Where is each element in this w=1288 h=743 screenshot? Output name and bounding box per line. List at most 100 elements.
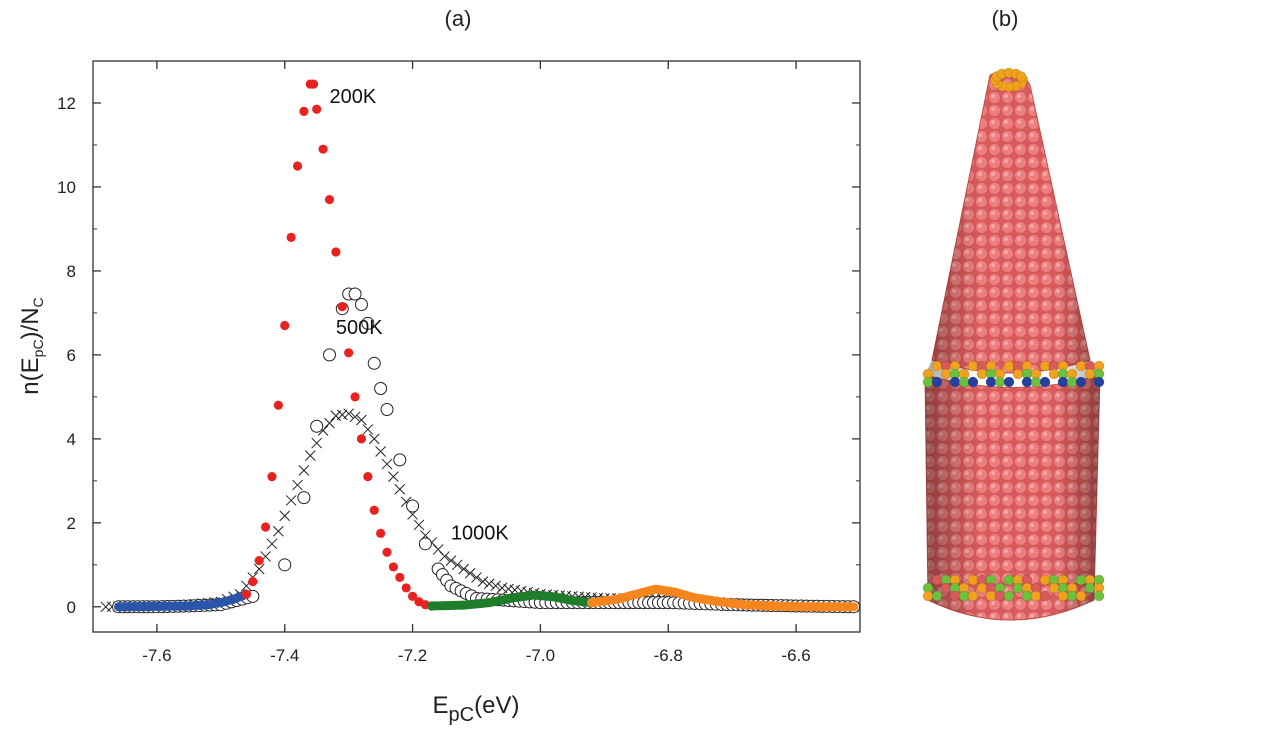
data-point-200k <box>273 400 283 410</box>
defect-atom <box>967 376 979 388</box>
data-point-1000k <box>471 572 482 583</box>
defect-atom <box>1075 574 1087 586</box>
data-point-1000k <box>362 424 374 435</box>
defect-atom <box>922 590 934 602</box>
defect-atom <box>1039 376 1051 388</box>
data-point-200k <box>267 472 277 482</box>
data-point-1000k <box>266 538 278 550</box>
defect-atom <box>1030 376 1042 388</box>
defect-atom <box>1015 71 1027 82</box>
data-point-200k <box>363 472 373 482</box>
defect-atom <box>1084 368 1096 380</box>
series-500k <box>112 287 861 614</box>
data-point-500k <box>348 287 362 301</box>
defect-atom <box>967 360 979 372</box>
defect-atom <box>994 590 1006 602</box>
defect-atom <box>1003 574 1015 586</box>
defect-atom <box>1048 368 1060 380</box>
y-tick-label: 6 <box>67 346 76 365</box>
defect-atom <box>1039 574 1051 586</box>
data-point-200k <box>369 505 379 515</box>
data-point-1000k <box>324 417 335 429</box>
series-200k <box>113 79 859 612</box>
defect-atom <box>1039 590 1051 602</box>
y-tick-label: 12 <box>57 94 76 113</box>
data-point-500k <box>374 381 388 395</box>
defect-atom <box>1093 376 1105 388</box>
y-tick-label: 4 <box>67 430 76 449</box>
y-axis-title-sub2: C <box>30 297 46 307</box>
data-point-200k <box>260 522 271 532</box>
x-axis-title-main: E <box>433 692 449 719</box>
defect-atom <box>1066 376 1078 388</box>
data-point-200k <box>337 302 347 312</box>
defect-atom <box>985 590 997 602</box>
defect-atom <box>1066 590 1078 602</box>
defect-atom <box>976 582 988 594</box>
data-point-1000k <box>394 483 406 495</box>
defect-atom <box>958 376 970 388</box>
data-point-200k <box>350 392 360 402</box>
data-point-1000k <box>304 450 316 462</box>
data-point-1000k <box>336 409 348 421</box>
defect-atom <box>1093 590 1105 602</box>
x-tick-label: -7.6 <box>142 646 171 665</box>
y-tick-label: 10 <box>57 178 76 197</box>
series-annotation: 500K <box>336 317 383 339</box>
data-point-200k <box>292 161 303 171</box>
defect-atom <box>1048 582 1060 594</box>
defect-atom <box>1003 590 1015 602</box>
data-point-200k <box>331 247 341 257</box>
data-point-1000k <box>445 555 457 566</box>
defect-atom <box>1075 590 1087 602</box>
data-point-1000k <box>311 437 323 449</box>
data-point-500k <box>367 356 381 370</box>
data-point-1000k <box>490 580 502 592</box>
y-axis-title-sub1: pC <box>30 339 46 357</box>
y-axis-title-part1: n(E <box>17 357 44 394</box>
data-point-500k <box>418 537 432 551</box>
data-point-200k <box>407 591 418 601</box>
data-point-1000k <box>368 433 380 445</box>
scatter-plot-panel-a: -7.6 -7.4 -7.2 -7.0 -6.8 -6.6 0 2 4 6 8 10 12 200K 50… <box>57 60 861 665</box>
defect-atom <box>922 376 934 388</box>
data-point-1000k <box>464 567 476 579</box>
data-point-200k <box>382 547 392 557</box>
x-axis-title: EpC(eV) <box>433 692 520 726</box>
data-point-500k <box>361 316 375 330</box>
defect-atom <box>949 376 961 388</box>
series-annotation: 200K <box>329 86 376 108</box>
data-point-1000k <box>451 559 463 571</box>
data-point-500k <box>406 499 420 513</box>
data-point-200k <box>401 583 411 593</box>
defect-atom <box>931 574 943 586</box>
x-tick-label: -7.2 <box>398 646 427 665</box>
series-1000k <box>100 408 859 613</box>
defect-atom <box>1084 582 1096 594</box>
data-point-200k <box>286 232 296 242</box>
data-point-1000k <box>273 525 284 537</box>
defect-atom <box>994 376 1006 388</box>
data-point-200k <box>299 106 309 116</box>
defect-atom <box>1039 360 1051 372</box>
defect-atom <box>967 590 979 602</box>
data-point-200k <box>241 589 251 599</box>
data-point-1000k <box>439 551 450 562</box>
defect-atom <box>1057 590 1069 602</box>
x-tick-label: -6.8 <box>654 646 683 665</box>
nanotube-shading <box>925 70 1100 621</box>
y-tick-label: 2 <box>67 514 76 533</box>
defect-atom <box>1030 590 1042 602</box>
data-point-200k <box>395 572 405 583</box>
data-point-1000k <box>343 408 355 420</box>
data-point-1000k <box>292 479 303 491</box>
defect-atom <box>940 368 952 380</box>
plot-frame <box>92 60 861 633</box>
data-point-1000k <box>458 563 470 575</box>
data-point-1000k <box>477 576 489 587</box>
data-point-500k <box>354 298 368 312</box>
data-point-200k <box>254 556 264 566</box>
data-point-500k <box>297 491 311 505</box>
axis-tick-labels: -7.6 -7.4 -7.2 -7.0 -6.8 -6.6 0 2 4 6 8 10 12 <box>57 94 811 665</box>
